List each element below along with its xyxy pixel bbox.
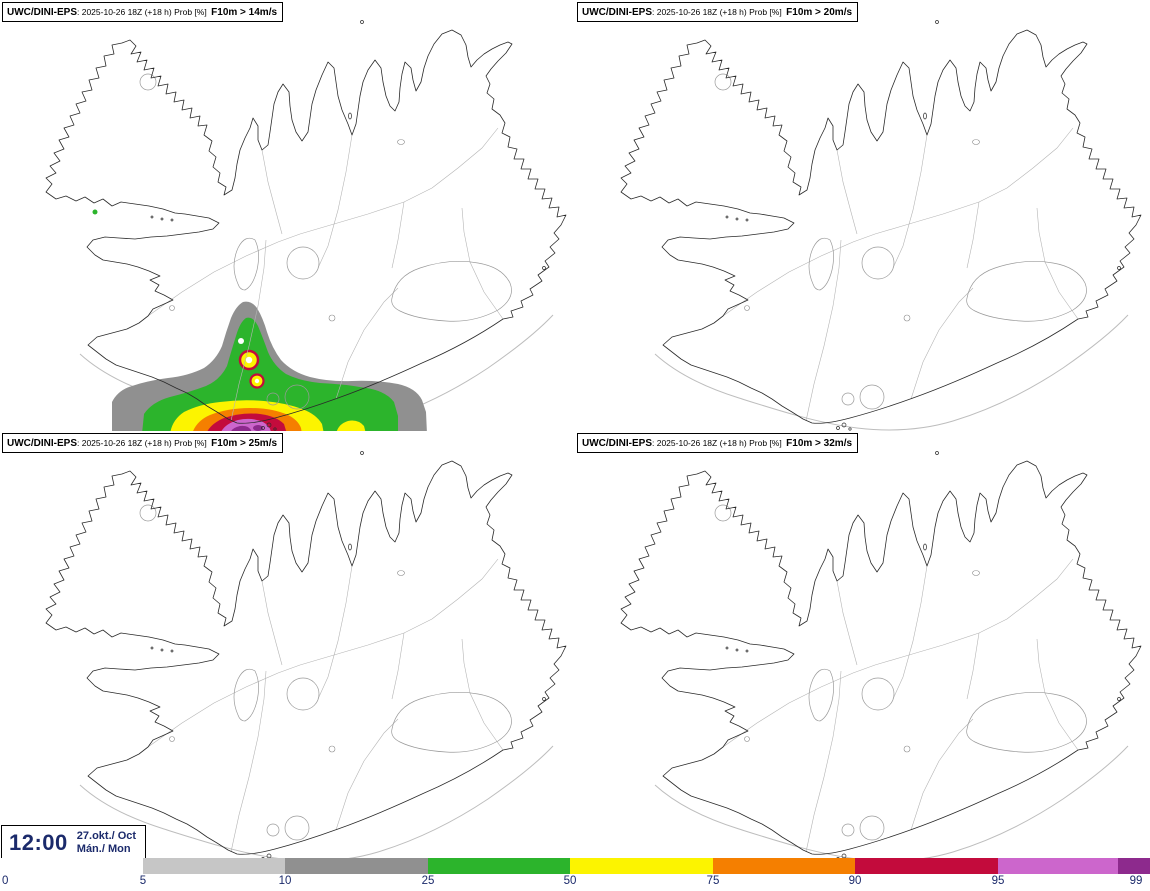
colorbar-segment-25-50 bbox=[428, 858, 570, 874]
panel-f10m-25ms: UWC/DINI-EPS: 2025-10-26 18Z (+18 h) Pro… bbox=[0, 431, 575, 862]
parameter-label: F10m > 20m/s bbox=[786, 7, 853, 18]
colorbar-label-0: 0 bbox=[2, 875, 9, 887]
panel-f10m-20ms: UWC/DINI-EPS: 2025-10-26 18Z (+18 h) Pro… bbox=[575, 0, 1150, 431]
colorbar-labels: 0 5 10 25 50 75 90 95 99 bbox=[0, 875, 1150, 891]
iceland-map-25ms bbox=[45, 451, 567, 862]
colorbar-label-50: 50 bbox=[563, 875, 577, 887]
colorbar-label-99: 99 bbox=[1129, 875, 1143, 887]
valid-time-box: 12:00 27.okt./ Oct Mán./ Mon bbox=[1, 825, 147, 861]
valid-weekday: Mán./ Mon bbox=[76, 843, 131, 855]
colorbar-label-25: 25 bbox=[421, 875, 435, 887]
parameter-label: F10m > 14m/s bbox=[211, 7, 278, 18]
model-name: UWC/DINI-EPS bbox=[582, 438, 652, 449]
model-name: UWC/DINI-EPS bbox=[7, 438, 77, 449]
run-info: : 2025-10-26 18Z (+18 h) Prob [%] bbox=[77, 438, 207, 448]
panel-title-20ms: UWC/DINI-EPS: 2025-10-26 18Z (+18 h) Pro… bbox=[577, 2, 859, 22]
iceland-map-32ms bbox=[620, 451, 1142, 862]
panel-title-25ms: UWC/DINI-EPS: 2025-10-26 18Z (+18 h) Pro… bbox=[2, 433, 284, 453]
colorbar-segment-0-5 bbox=[0, 858, 143, 874]
valid-time: 12:00 bbox=[9, 830, 68, 855]
colorbar-segment-90-95 bbox=[855, 858, 998, 874]
colorbar-segment-99-100 bbox=[1118, 858, 1150, 874]
colorbar-segment-95-99 bbox=[998, 858, 1118, 874]
colorbar-label-75: 75 bbox=[706, 875, 720, 887]
colorbar-label-90: 90 bbox=[848, 875, 862, 887]
colorbar-label-10: 10 bbox=[278, 875, 292, 887]
model-name: UWC/DINI-EPS bbox=[582, 7, 652, 18]
valid-date-column: 27.okt./ Oct Mán./ Mon bbox=[77, 830, 136, 856]
iceland-map-20ms bbox=[620, 20, 1142, 431]
run-info: : 2025-10-26 18Z (+18 h) Prob [%] bbox=[77, 7, 207, 17]
colorbar-segment-5-10 bbox=[143, 858, 285, 874]
panel-f10m-14ms: UWC/DINI-EPS: 2025-10-26 18Z (+18 h) Pro… bbox=[0, 0, 575, 431]
iceland-map-14ms bbox=[45, 20, 567, 431]
run-info: : 2025-10-26 18Z (+18 h) Prob [%] bbox=[652, 438, 782, 448]
run-info: : 2025-10-26 18Z (+18 h) Prob [%] bbox=[652, 7, 782, 17]
model-name: UWC/DINI-EPS bbox=[7, 7, 77, 18]
colorbar-segment-75-90 bbox=[713, 858, 855, 874]
valid-date: 27.okt./ Oct bbox=[76, 830, 137, 842]
colorbar-segment-50-75 bbox=[570, 858, 713, 874]
colorbar-label-5: 5 bbox=[139, 875, 147, 887]
colorbar bbox=[0, 858, 1150, 874]
parameter-label: F10m > 32m/s bbox=[786, 438, 853, 449]
panel-title-32ms: UWC/DINI-EPS: 2025-10-26 18Z (+18 h) Pro… bbox=[577, 433, 859, 453]
colorbar-segment-10-25 bbox=[285, 858, 428, 874]
parameter-label: F10m > 25m/s bbox=[211, 438, 278, 449]
panel-f10m-32ms: UWC/DINI-EPS: 2025-10-26 18Z (+18 h) Pro… bbox=[575, 431, 1150, 862]
panel-title-14ms: UWC/DINI-EPS: 2025-10-26 18Z (+18 h) Pro… bbox=[2, 2, 284, 22]
colorbar-label-95: 95 bbox=[991, 875, 1005, 887]
